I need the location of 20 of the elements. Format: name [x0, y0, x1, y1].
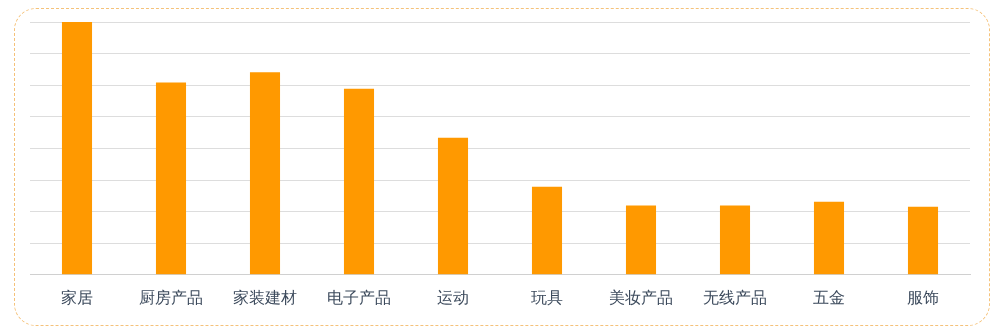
bar	[719, 205, 751, 275]
bar	[155, 82, 187, 275]
x-tick-label: 无线产品	[703, 287, 767, 307]
bar	[625, 205, 657, 275]
bar	[343, 88, 375, 275]
bar	[531, 186, 563, 275]
x-tick-label: 电子产品	[327, 287, 391, 307]
x-tick-label: 厨房产品	[139, 287, 203, 307]
bar	[61, 22, 93, 275]
x-tick-label: 家居	[61, 287, 93, 307]
bar	[249, 72, 281, 275]
x-tick-label: 五金	[813, 287, 845, 307]
bar	[437, 137, 469, 275]
x-tick-label: 玩具	[531, 287, 563, 307]
x-tick-label: 运动	[437, 287, 469, 307]
x-tick-label: 家装建材	[233, 287, 297, 307]
x-tick-label: 美妆产品	[609, 287, 673, 307]
bar	[907, 206, 939, 275]
x-tick-label: 服饰	[907, 287, 939, 307]
bar	[813, 201, 845, 275]
